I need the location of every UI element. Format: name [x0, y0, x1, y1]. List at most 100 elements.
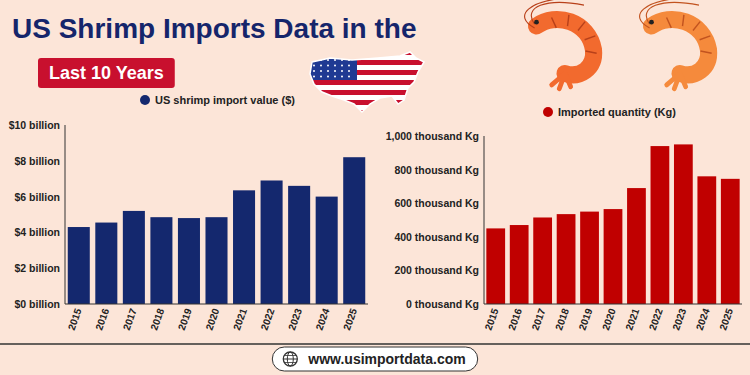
shrimp-antenna	[525, 0, 584, 28]
bar	[486, 228, 505, 304]
globe-icon	[283, 352, 297, 366]
title: US Shrimp Imports Data in the	[12, 13, 417, 44]
globe-parallel	[284, 355, 296, 356]
bar	[627, 188, 646, 304]
shrimp-segment	[700, 36, 711, 40]
x-tick-label: 2018	[553, 307, 571, 332]
x-tick-label: 2018	[148, 307, 166, 332]
bar	[674, 144, 693, 304]
subtitle: Last 10 Years	[49, 63, 164, 83]
flag-star	[348, 70, 350, 72]
bar	[343, 157, 365, 304]
bar	[721, 179, 740, 304]
flag-star	[313, 70, 315, 72]
flag-star	[327, 65, 329, 67]
flag-star	[320, 70, 322, 72]
background	[0, 0, 750, 375]
x-tick-label: 2019	[176, 307, 194, 332]
shrimp-tail	[667, 74, 686, 89]
shrimp-segment	[585, 51, 596, 53]
flag-icon	[305, 50, 430, 115]
chart-1: 0 thousand Kg200 thousand Kg400 thousand…	[386, 106, 742, 332]
globe-circle	[283, 352, 297, 366]
shrimp-icon	[525, 0, 597, 89]
bar	[95, 223, 117, 304]
x-tick-label: 2021	[623, 307, 641, 332]
bar	[510, 225, 529, 304]
y-tick-label: $10 billion	[9, 119, 60, 131]
y-tick-label: 400 thousand Kg	[394, 231, 479, 243]
x-axis-line	[484, 304, 742, 305]
y-axis-line	[484, 136, 485, 304]
bar	[150, 217, 172, 304]
footer-pill	[272, 347, 477, 371]
globe-equator	[283, 359, 297, 360]
flag-star	[320, 76, 322, 78]
legend-swatch	[543, 107, 553, 117]
bar	[68, 227, 90, 304]
y-axis-line	[65, 125, 66, 304]
bar	[697, 176, 716, 304]
flag-canton	[305, 50, 357, 80]
y-tick-label: $2 billion	[14, 262, 60, 274]
flag-star	[334, 65, 336, 67]
shrimp-segment	[667, 18, 672, 28]
bar	[580, 212, 599, 304]
shrimp-segment	[683, 15, 684, 26]
bar	[288, 186, 310, 304]
flag-stripe	[305, 100, 430, 105]
legend: US shrimp import value ($)	[140, 94, 295, 106]
bar	[178, 218, 200, 304]
x-tick-label: 2017	[530, 307, 548, 332]
body: {"header": {"title": "US Shrimp Imports …	[0, 0, 750, 375]
flag-star	[313, 76, 315, 78]
flag-star	[334, 59, 336, 61]
x-tick-label: 2020	[203, 307, 221, 332]
shrimp-tail	[552, 74, 571, 89]
x-tick-label: 2019	[576, 307, 594, 332]
y-tick-label: 600 thousand Kg	[394, 197, 479, 209]
flag-stripe	[305, 110, 430, 115]
flag-star	[334, 70, 336, 72]
flag-star	[341, 76, 343, 78]
flag-star	[334, 76, 336, 78]
x-tick-label: 2023	[286, 307, 304, 332]
y-tick-label: 200 thousand Kg	[394, 264, 479, 276]
x-tick-label: 2024	[694, 307, 712, 332]
shrimp-body	[652, 19, 709, 74]
flag-star	[348, 76, 350, 78]
shrimp-segment	[568, 15, 569, 26]
x-tick-label: 2025	[341, 307, 359, 332]
footer-rule	[0, 343, 750, 345]
shrimp-eye	[534, 20, 539, 25]
x-tick-label: 2016	[93, 307, 111, 332]
bar	[123, 211, 145, 304]
bar	[233, 190, 255, 304]
badge-box	[38, 58, 175, 88]
flag-star	[327, 70, 329, 72]
legend-label: Imported quantity (Kg)	[558, 106, 676, 118]
subtitle-badge: Last 10 Years	[38, 58, 175, 88]
shrimp-segment	[578, 22, 585, 31]
shrimp-segment	[700, 51, 711, 53]
flag-star	[320, 65, 322, 67]
bar	[651, 146, 670, 304]
shrimp-segment	[552, 18, 557, 28]
flag-stripe	[305, 95, 430, 100]
y-tick-label: $4 billion	[14, 226, 60, 238]
flag-star	[341, 70, 343, 72]
bar	[316, 197, 338, 304]
x-tick-label: 2020	[600, 307, 618, 332]
bars	[68, 157, 365, 304]
x-tick-label: 2022	[259, 307, 277, 332]
globe-parallel	[284, 362, 296, 363]
bar	[533, 217, 552, 304]
x-tick-label: 2015	[66, 307, 84, 332]
bars	[486, 144, 739, 304]
bar	[557, 214, 576, 304]
y-tick-label: 1,000 thousand Kg	[386, 130, 479, 142]
x-tick-label: 2017	[121, 307, 139, 332]
x-tick-label: 2016	[506, 307, 524, 332]
x-tick-label: 2025	[717, 307, 735, 332]
legend-swatch	[140, 95, 150, 105]
